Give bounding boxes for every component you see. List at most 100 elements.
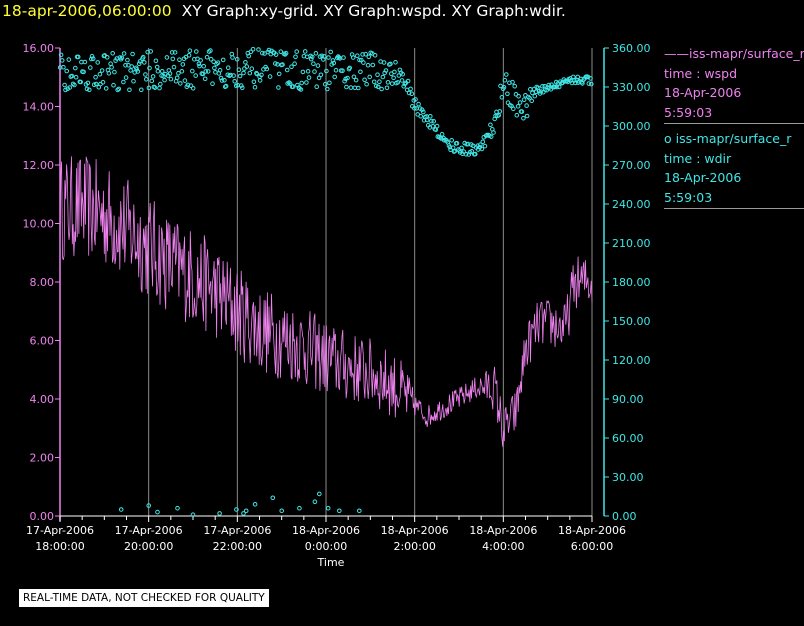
wdir-point	[418, 113, 424, 119]
wdir-point	[135, 69, 141, 74]
wdir-point	[588, 76, 593, 81]
wdir-point	[243, 508, 249, 514]
wdir-point	[103, 86, 109, 91]
wdir-point	[297, 505, 302, 511]
wdir-point	[158, 81, 163, 87]
wdir-point	[278, 49, 284, 55]
wdir-point	[337, 508, 342, 514]
legend-entry-wdir[interactable]: o iss-mapr/surface_r time : wdir 18-Apr-…	[664, 124, 804, 209]
wdir-point	[406, 90, 412, 96]
wdir-point	[257, 78, 263, 83]
wdir-point	[421, 109, 426, 115]
wdir-point	[155, 68, 161, 74]
wdir-point	[204, 54, 210, 60]
x-tick-label-time: 20:00:00	[124, 540, 173, 553]
wdir-point	[129, 64, 134, 69]
legend-variable: time : wdir	[664, 150, 732, 166]
wdir-point	[244, 64, 250, 69]
wdir-point	[511, 106, 516, 111]
wdir-point	[194, 49, 199, 54]
wdir-point	[466, 152, 472, 157]
wdir-point	[325, 86, 330, 92]
wdir-point	[72, 82, 77, 88]
wdir-point	[61, 64, 66, 70]
x-tick-label-date: 18-Apr-2006	[469, 524, 537, 537]
wdir-point	[259, 72, 264, 78]
wdir-point	[294, 49, 300, 54]
wdir-point	[312, 499, 318, 505]
wdir-point	[348, 85, 354, 90]
wdir-point	[177, 57, 182, 63]
line-marker-icon: ——	[664, 46, 689, 61]
wdir-point	[73, 74, 79, 80]
legend-entry-wspd[interactable]: ——iss-mapr/surface_r time : wspd 18-Apr-…	[664, 44, 804, 124]
wdir-point	[90, 56, 96, 62]
wdir-point	[200, 71, 206, 77]
wdir-point	[220, 57, 226, 63]
wdir-point	[279, 508, 285, 514]
wdir-point	[273, 52, 279, 57]
wdir-point	[454, 141, 460, 146]
x-tick-label-time: 0:00:00	[305, 540, 347, 553]
wdir-point	[180, 62, 186, 67]
wdir-point	[388, 61, 393, 67]
wdir-point	[190, 68, 195, 74]
wdir-point	[313, 51, 319, 56]
wdir-point	[530, 90, 535, 96]
wdir-point	[229, 51, 235, 57]
wdir-point	[392, 69, 397, 75]
wdir-point	[223, 83, 229, 89]
wdir-point	[243, 60, 248, 65]
wdir-point	[412, 106, 417, 111]
wdir-point	[188, 83, 194, 88]
left-y-axis: 0.00 2.00 4.00 6.00 8.00 10.00 12.00 14.00 16.00	[23, 42, 61, 523]
wdir-point	[510, 79, 515, 85]
wdir-point	[345, 75, 350, 81]
wdir-point	[546, 82, 552, 88]
wdir-point	[88, 65, 93, 70]
right-tick-label: 180.00	[612, 276, 651, 289]
wdir-point	[375, 72, 380, 77]
wdir-point	[128, 68, 133, 73]
wdir-point	[218, 75, 224, 81]
wdir-point	[187, 48, 193, 54]
wdir-point	[159, 69, 165, 74]
wdir-point	[516, 93, 521, 99]
wdir-point	[479, 146, 485, 152]
wdir-point	[198, 58, 203, 63]
wdir-point	[400, 71, 406, 77]
wdir-point	[380, 74, 386, 80]
wdir-point	[81, 69, 86, 75]
x-tick-label-date: 17-Apr-2006	[26, 524, 94, 537]
wdir-point	[197, 63, 202, 69]
wdir-point	[121, 51, 127, 56]
wdir-point	[155, 509, 160, 515]
wdir-point	[478, 142, 483, 147]
wdir-point	[136, 61, 142, 67]
wdir-point	[488, 122, 493, 128]
wdir-point	[347, 65, 353, 71]
wdir-point	[362, 77, 367, 83]
left-tick-label: 16.00	[23, 42, 55, 55]
wdir-point	[232, 79, 237, 84]
wdir-point	[480, 139, 486, 145]
wdir-point	[428, 114, 433, 119]
wdir-point	[533, 89, 539, 94]
wdir-point	[236, 67, 242, 72]
wdir-point	[106, 71, 112, 76]
legend-variable: time : wspd	[664, 65, 738, 81]
wdir-point	[246, 53, 251, 59]
wdir-point	[357, 508, 362, 514]
legend-time: 5:59:03	[664, 189, 713, 205]
wdir-point	[125, 57, 130, 63]
x-tick-label-time: 22:00:00	[213, 540, 262, 553]
wdir-point	[306, 75, 312, 80]
wdir-point	[264, 66, 270, 72]
wdir-point	[256, 47, 261, 52]
wdir-point	[178, 81, 183, 86]
wdir-point	[340, 68, 345, 73]
wdir-point	[287, 81, 293, 86]
wdir-point	[169, 50, 175, 55]
wdir-point	[89, 53, 95, 59]
wdir-point	[58, 52, 64, 58]
